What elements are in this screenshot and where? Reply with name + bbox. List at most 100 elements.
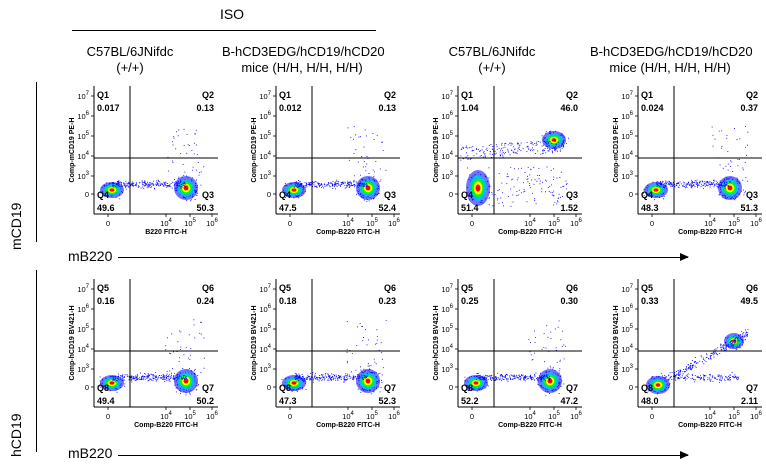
y-tick-label: 106	[77, 304, 89, 314]
quadrant-name: Q3	[566, 190, 578, 200]
quadrant-name: Q1	[641, 90, 653, 100]
column-title-3: C57BL/6JNifdc (+/+)	[422, 44, 562, 76]
x-tick-label: 106	[388, 218, 400, 228]
x-tick-label: 0	[470, 412, 474, 421]
quadrant-name: Q8	[97, 383, 109, 393]
x-axis-title: Comp-B220 FITC-H	[316, 422, 380, 429]
y-tick-label: 106	[77, 111, 89, 121]
y-tick-label: 103	[77, 364, 89, 374]
x-axis-title: B220 FITC-H	[145, 229, 187, 236]
quadrant-name: Q4	[279, 190, 291, 200]
x-tick-label: 104	[342, 411, 354, 421]
quadrant-name: Q3	[384, 190, 396, 200]
flow-plot-r2c2: 107 106 105 104 103 0 0 104 105 106 Comp-B220 FITC…	[250, 275, 401, 429]
x-tick-label: 0	[106, 219, 110, 228]
flow-plot-r2c1: 107 106 105 104 103 0 0 104 105 106 Comp-B220 FITC…	[68, 275, 219, 429]
quadrant-value: 46.0	[560, 103, 578, 113]
quadrant-name: Q6	[746, 283, 758, 293]
quadrant-value: 0.33	[641, 296, 659, 306]
y-tick-label: 104	[259, 344, 271, 354]
row-1-arrow	[118, 253, 689, 261]
quadrant-name: Q7	[202, 383, 214, 393]
y-tick-label: 0	[85, 383, 89, 392]
flow-plot-svg-r1c2: 107 106 105 104 103 0 0 104 105 106 Comp-B220 FITC…	[251, 86, 401, 236]
y-tick-label: 103	[259, 364, 271, 374]
flow-plot-r1c2: 107 106 105 104 103 0 0 104 105 106 Comp-B220 FITC…	[250, 82, 401, 236]
y-tick-label: 106	[259, 304, 271, 314]
quadrant-value: 0.024	[641, 103, 664, 113]
column-title-1-line2: (+/+)	[116, 60, 144, 75]
quadrant-value: 52.2	[461, 396, 479, 406]
quadrant-value: 1.04	[461, 103, 479, 113]
quadrant-name: Q2	[202, 90, 214, 100]
row-2-arrow	[118, 451, 689, 459]
quadrant-value: 0.017	[97, 103, 120, 113]
quadrant-name: Q7	[746, 383, 758, 393]
quadrant-value: 52.4	[378, 203, 396, 213]
y-axis-title: Comp-hCD19 BV421-H	[69, 305, 76, 380]
column-title-3-line2: (+/+)	[478, 60, 506, 75]
quadrant-value: 0.37	[740, 103, 758, 113]
y-tick-label: 105	[77, 324, 89, 334]
y-tick-label: 0	[267, 383, 271, 392]
y-tick-label: 104	[441, 344, 453, 354]
x-tick-label: 104	[160, 411, 172, 421]
quadrant-value: 48.0	[641, 396, 659, 406]
y-tick-label: 107	[77, 91, 89, 101]
column-title-4-line1: B-hCD3EDG/hCD19/hCD20	[590, 44, 753, 59]
x-tick-label: 104	[524, 411, 536, 421]
y-axis-title: Comp-mCD19 PE-H	[613, 118, 620, 183]
flow-plot-r1c1: 107 106 105 104 103 0 0 104 105 106 B220 FITC-H Com…	[68, 82, 219, 236]
y-tick-label: 106	[621, 304, 633, 314]
quadrant-value: 49.5	[740, 296, 758, 306]
x-axis-title: Comp-B220 FITC-H	[498, 422, 562, 429]
quadrant-value: 47.3	[279, 396, 297, 406]
row-1-vertical-line	[36, 82, 37, 242]
x-axis-title: Comp-B220 FITC-H	[316, 229, 380, 236]
quadrant-name: Q5	[461, 283, 473, 293]
y-tick-label: 0	[629, 383, 633, 392]
y-tick-label: 105	[441, 324, 453, 334]
x-tick-label: 104	[704, 218, 716, 228]
x-tick-label: 106	[206, 218, 218, 228]
x-axis-title: Comp-B220 FITC-H	[678, 422, 742, 429]
x-tick-label: 105	[184, 218, 196, 228]
x-axis-title: Comp-B220 FITC-H	[498, 229, 562, 236]
y-tick-label: 105	[441, 131, 453, 141]
y-axis-title: Comp-hCD19 BV421-H	[251, 305, 258, 380]
quadrant-value: 2.11	[741, 396, 758, 406]
quadrant-name: Q2	[566, 90, 578, 100]
y-tick-label: 107	[441, 91, 453, 101]
y-tick-label: 107	[621, 91, 633, 101]
row-1-label: mCD19	[8, 202, 24, 250]
quadrant-value: 49.6	[97, 203, 115, 213]
x-tick-label: 105	[728, 218, 740, 228]
y-tick-label: 105	[259, 131, 271, 141]
flow-plot-r2c4: 107 106 105 104 103 0 0 104 105 106 Comp-B220 FITC…	[612, 275, 763, 429]
quadrant-name: Q8	[461, 383, 473, 393]
quadrant-value: 48.3	[641, 203, 659, 213]
quadrant-value: 0.18	[279, 296, 297, 306]
quadrant-value: 1.52	[560, 203, 578, 213]
y-tick-label: 106	[259, 111, 271, 121]
x-tick-label: 104	[524, 218, 536, 228]
column-title-1-line1: C57BL/6JNifdc	[86, 44, 174, 59]
y-tick-label: 105	[621, 324, 633, 334]
x-tick-label: 105	[184, 411, 196, 421]
y-tick-label: 103	[77, 171, 89, 181]
x-tick-label: 0	[288, 219, 292, 228]
x-tick-label: 105	[548, 411, 560, 421]
quadrant-name: Q1	[461, 90, 473, 100]
quadrant-value: 0.012	[279, 103, 302, 113]
y-tick-label: 104	[621, 344, 633, 354]
flow-plot-r2c3: 107 106 105 104 103 0 0 104 105 106 Comp-B220 FITC…	[432, 275, 583, 429]
quadrant-name: Q7	[384, 383, 396, 393]
y-tick-label: 103	[621, 171, 633, 181]
flow-plot-svg-r2c3: 107 106 105 104 103 0 0 104 105 106 Comp-B220 FITC…	[433, 279, 583, 429]
x-tick-label: 104	[342, 218, 354, 228]
quadrant-value: 0.23	[378, 296, 396, 306]
y-tick-label: 107	[259, 91, 271, 101]
quadrant-value: 0.24	[196, 296, 214, 306]
y-tick-label: 0	[85, 190, 89, 199]
quadrant-value: 49.4	[97, 396, 115, 406]
